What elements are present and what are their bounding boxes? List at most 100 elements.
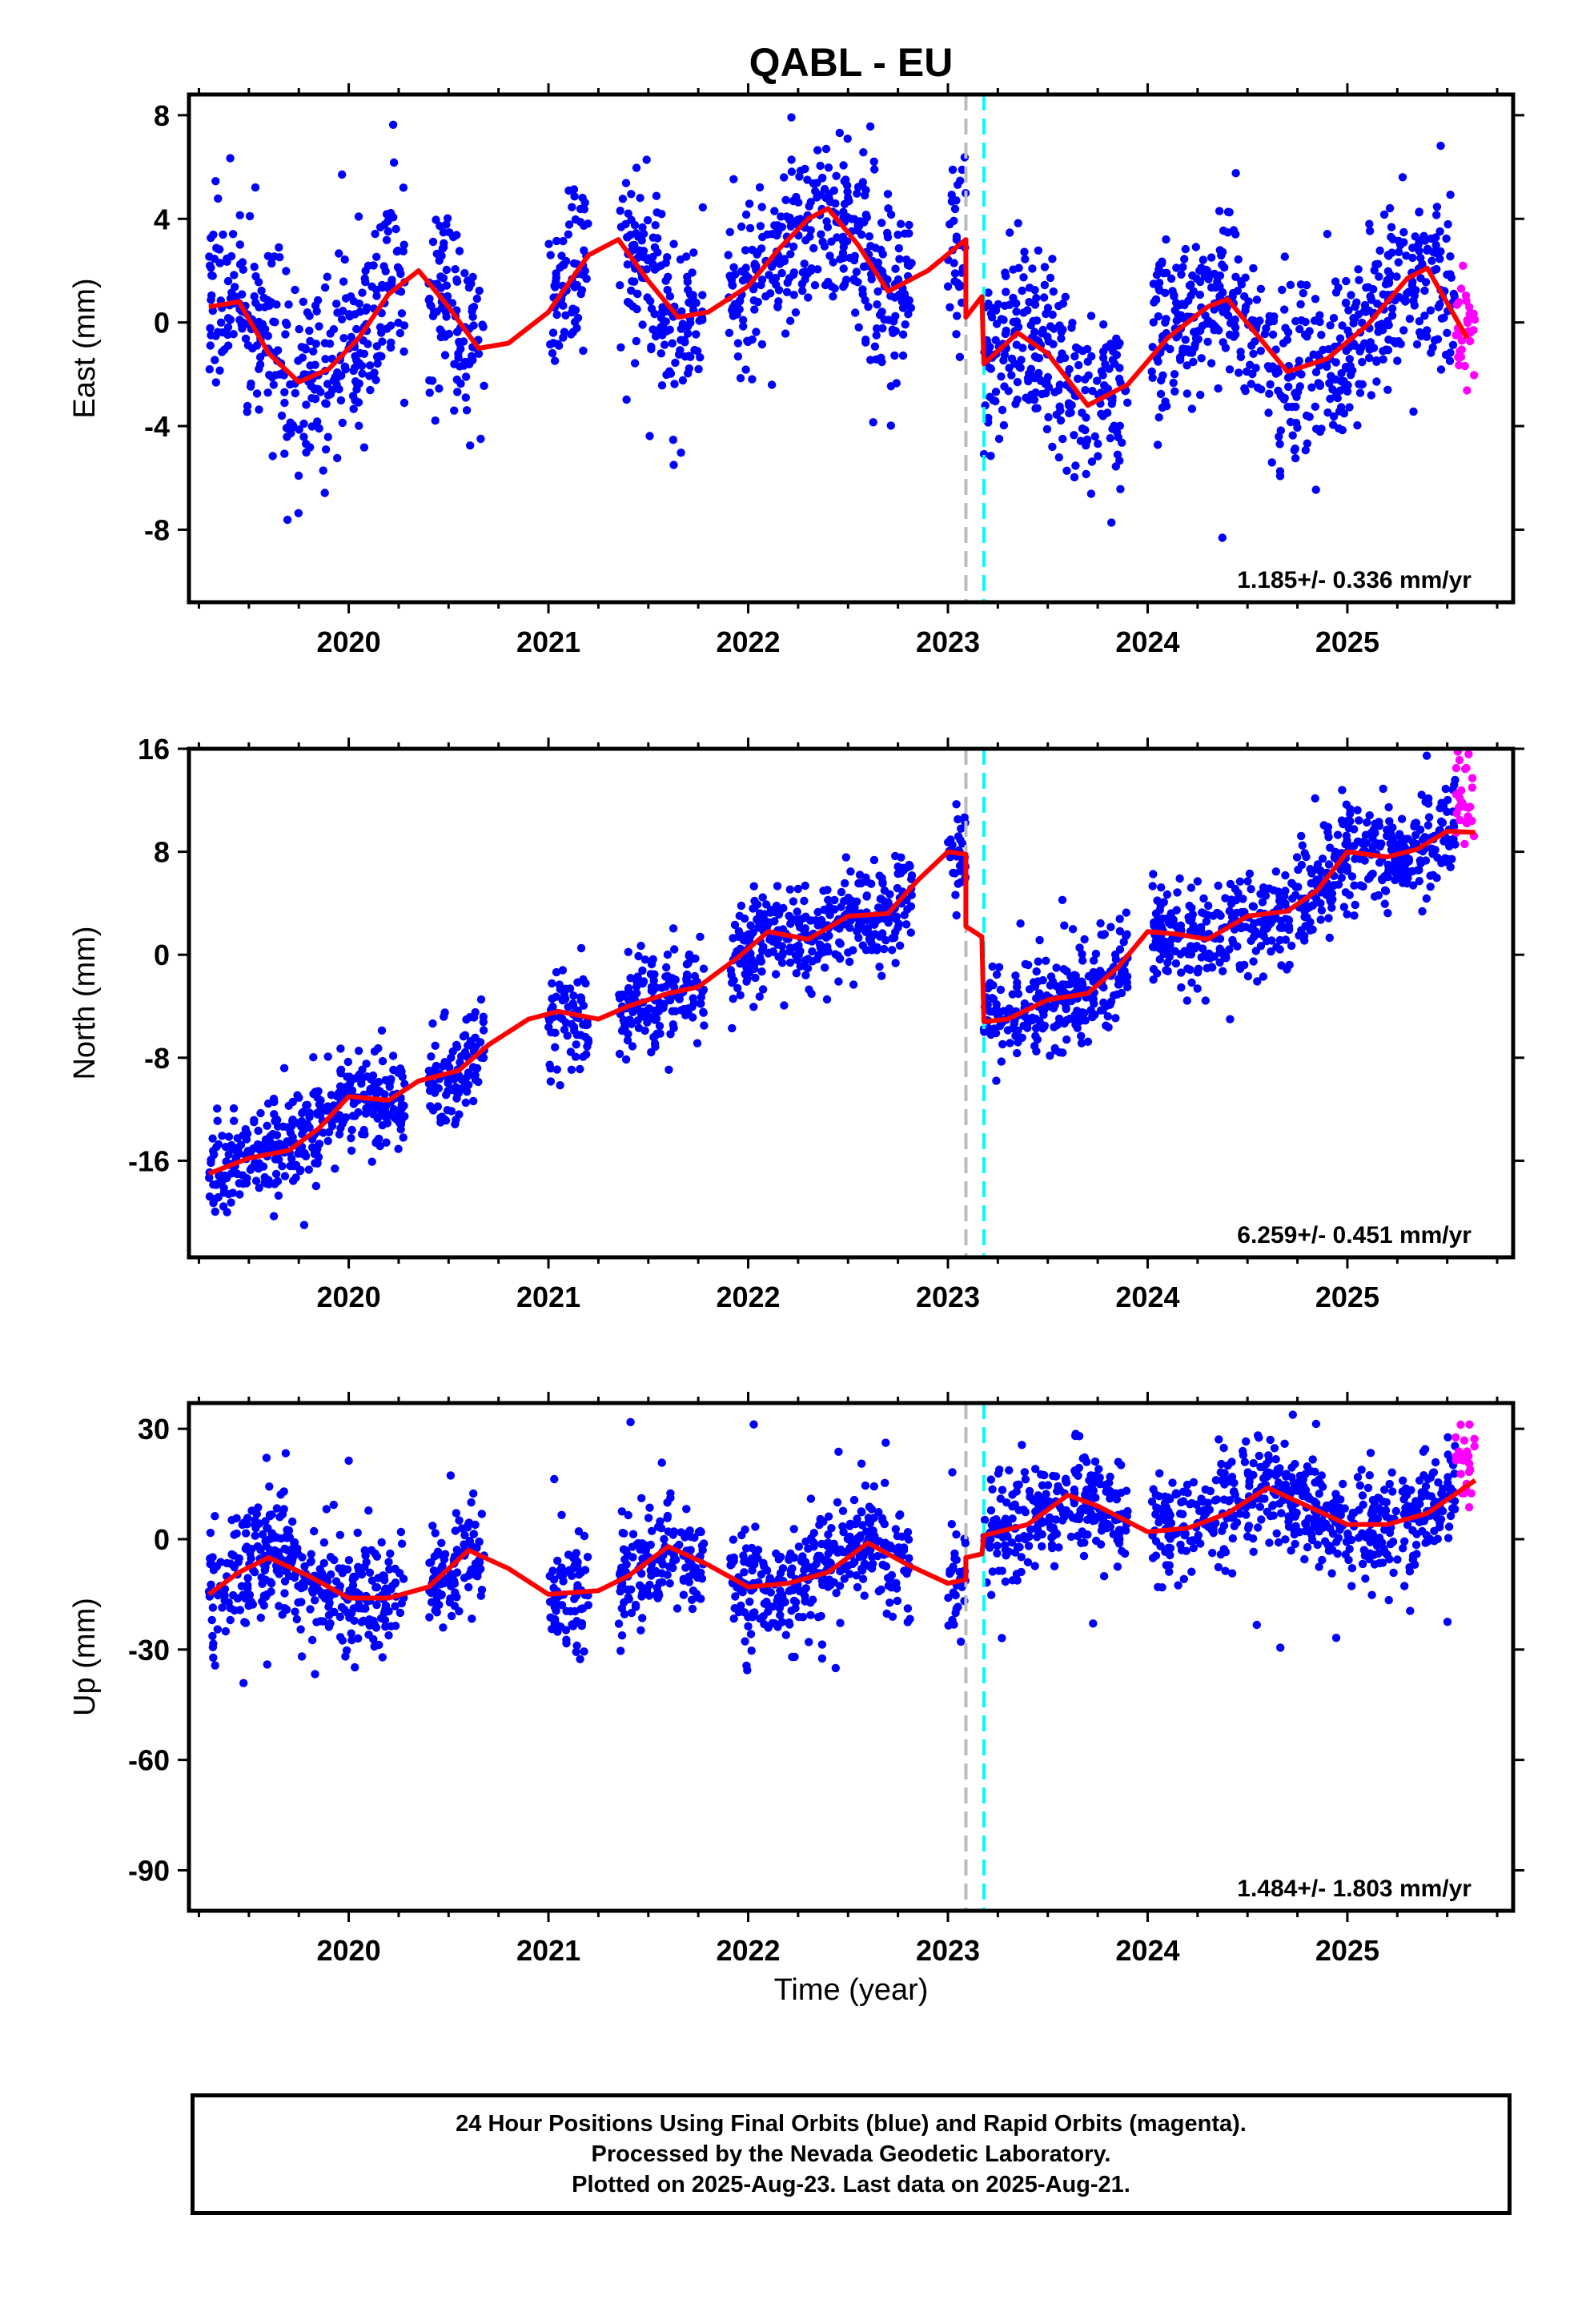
data-point [1018, 286, 1026, 296]
data-point [1234, 888, 1243, 898]
data-point [572, 1641, 581, 1651]
data-point [1302, 411, 1311, 420]
data-point [1192, 942, 1202, 951]
data-point [737, 1601, 745, 1610]
data-point [632, 163, 641, 172]
data-point [463, 1088, 472, 1096]
data-point [1094, 452, 1102, 460]
data-point [320, 283, 330, 292]
data-point [213, 1625, 222, 1634]
data-point [227, 288, 236, 297]
data-point [1021, 1012, 1030, 1022]
data-point [275, 243, 283, 252]
data-point [1422, 751, 1431, 760]
data-point [255, 317, 263, 327]
data-point [566, 1606, 575, 1616]
data-point [1158, 914, 1167, 923]
data-point [1003, 1026, 1013, 1035]
data-point [547, 1027, 556, 1037]
data-point [872, 324, 881, 333]
data-point [1204, 901, 1213, 911]
data-point [1269, 915, 1278, 924]
data-point [304, 1165, 313, 1174]
y-tick-label: 0 [154, 939, 170, 971]
data-point [752, 262, 761, 271]
data-point [272, 1115, 281, 1124]
data-point [1218, 247, 1227, 256]
data-point [262, 1454, 271, 1462]
data-point [794, 1542, 804, 1551]
data-point [580, 1531, 589, 1541]
data-point [1182, 389, 1192, 398]
data-point [817, 230, 825, 239]
data-point [251, 1531, 259, 1540]
data-point [955, 352, 965, 361]
data-point [727, 971, 736, 980]
data-point [442, 265, 452, 275]
y-tick-label: 4 [154, 203, 170, 235]
data-point [1346, 817, 1355, 826]
data-point [445, 1063, 454, 1072]
data-point [1377, 875, 1387, 883]
data-point [246, 382, 255, 391]
data-point [796, 923, 805, 932]
data-point [1177, 983, 1186, 992]
data-point [878, 250, 888, 259]
data-point [321, 355, 330, 364]
data-point [1041, 380, 1050, 388]
data-point [340, 362, 350, 372]
data-point [632, 304, 641, 314]
data-point [1081, 1016, 1090, 1025]
data-point [362, 1558, 371, 1567]
data-point [751, 959, 760, 967]
data-point [777, 959, 787, 967]
data-point [947, 191, 956, 199]
data-point [637, 1494, 646, 1503]
data-point [313, 417, 322, 426]
data-point [1117, 972, 1126, 981]
data-point [378, 1653, 387, 1662]
data-point [752, 328, 761, 336]
data-point [1071, 461, 1080, 470]
data-point [764, 948, 773, 958]
data-point [1300, 849, 1309, 858]
data-point [880, 944, 889, 954]
data-point [1422, 332, 1431, 341]
data-point [1083, 357, 1092, 366]
data-point [311, 1596, 319, 1605]
data-point [1391, 875, 1399, 885]
data-point [338, 170, 347, 179]
data-point [267, 259, 276, 268]
data-point [1379, 355, 1387, 364]
data-point [628, 1042, 637, 1051]
data-point [280, 1589, 289, 1598]
data-point [305, 326, 314, 336]
data-point [1253, 383, 1263, 392]
model-fit-line [208, 206, 1470, 408]
data-point [1399, 238, 1408, 247]
data-point [875, 932, 885, 941]
data-point [1432, 203, 1442, 211]
data-point [296, 1165, 305, 1175]
data-point [878, 1560, 887, 1570]
data-point [753, 915, 761, 924]
data-point [388, 1051, 398, 1060]
data-point [338, 1636, 347, 1645]
data-point [950, 216, 958, 225]
data-point [733, 932, 743, 942]
data-point [1423, 326, 1431, 335]
data-point [365, 372, 374, 380]
data-point [844, 194, 853, 203]
data-point [1443, 219, 1452, 229]
data-point [1193, 984, 1202, 993]
data-point [1023, 306, 1032, 315]
data-point [787, 155, 796, 164]
data-point [845, 1570, 854, 1578]
data-point [366, 1087, 375, 1096]
data-point [1433, 335, 1443, 344]
data-point [651, 332, 661, 341]
data-point [429, 1566, 439, 1575]
data-point [1431, 846, 1439, 854]
data-point [258, 1579, 267, 1589]
y-tick-label: 16 [138, 733, 170, 766]
